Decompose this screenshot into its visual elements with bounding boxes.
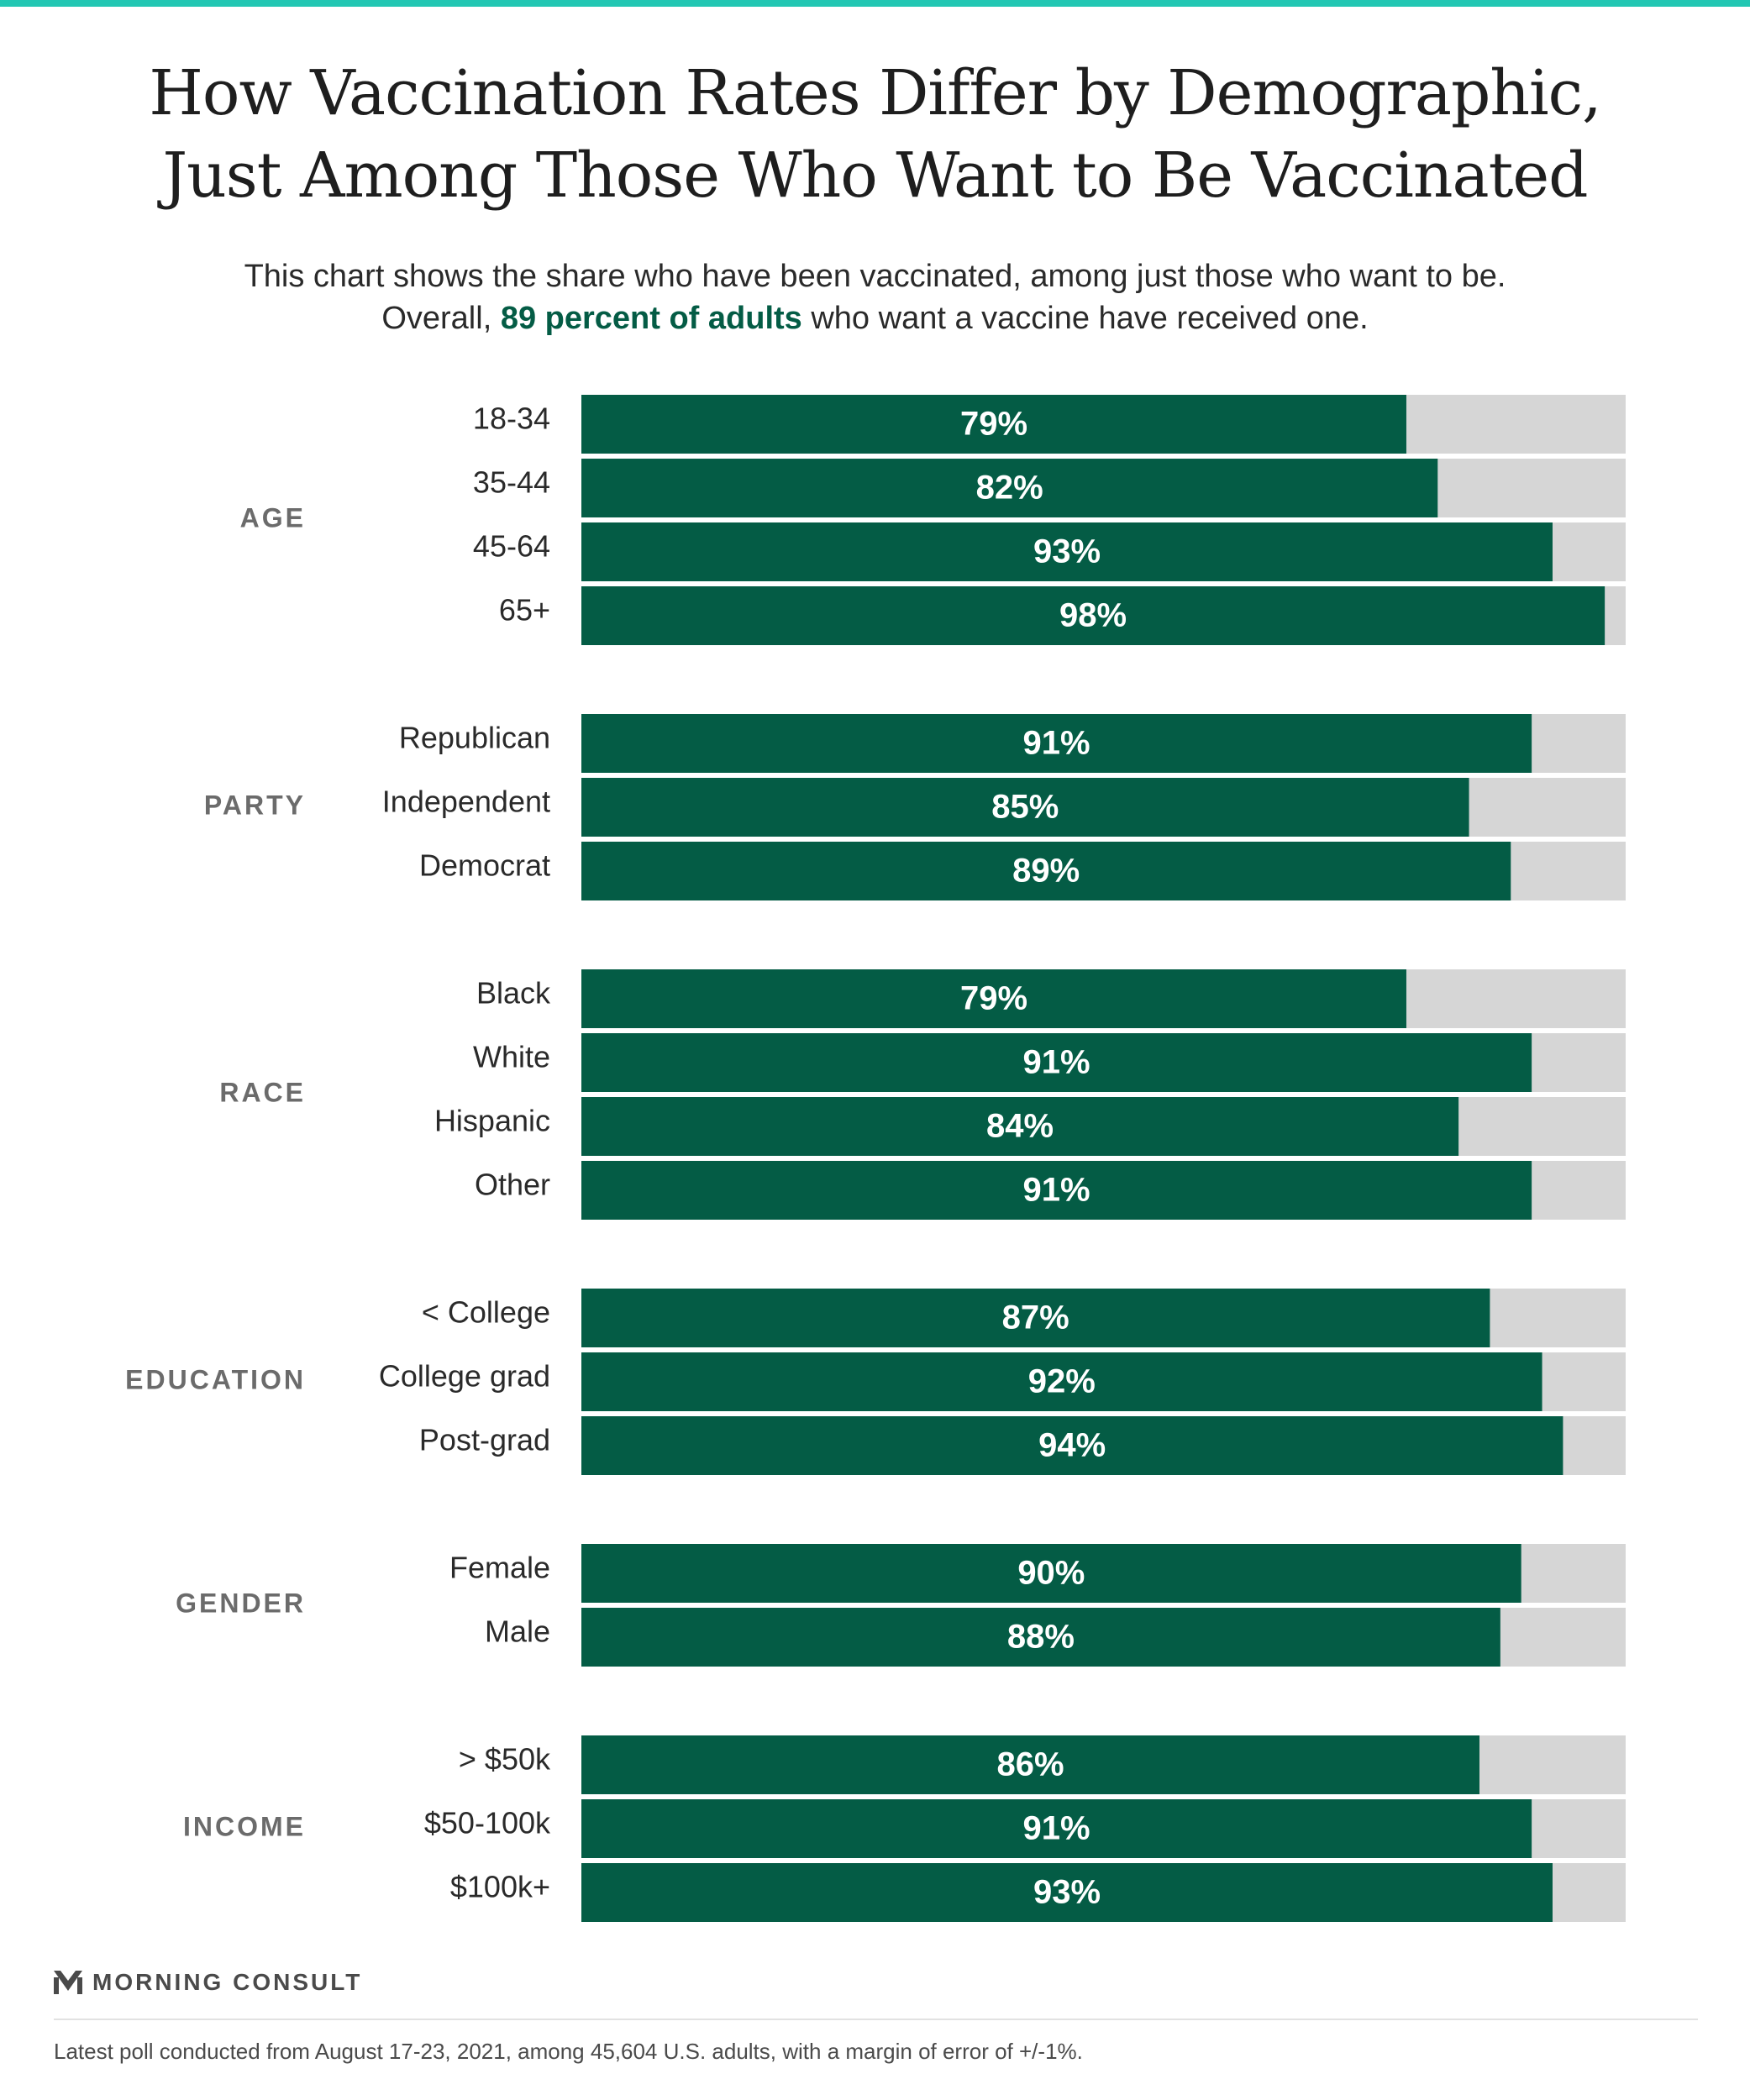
data-label: 79%	[960, 406, 1027, 443]
bar-value	[581, 586, 1605, 645]
category-label: > $50k	[459, 1742, 551, 1777]
data-label: 98%	[1059, 597, 1127, 634]
data-label: 84%	[986, 1108, 1054, 1145]
group-label: INCOME	[183, 1811, 306, 1841]
chart-title-line-2: Just Among Those Who Want to Be Vaccinat…	[162, 139, 1588, 212]
bar-value	[581, 1544, 1521, 1603]
bar-value	[581, 1289, 1490, 1347]
subtitle-line-2: Overall, 89 percent of adults who want a…	[0, 297, 1750, 339]
category-label: $100k+	[450, 1870, 550, 1904]
data-label: 85%	[991, 789, 1059, 826]
bar-value	[581, 1799, 1532, 1858]
data-label: 93%	[1033, 1874, 1101, 1911]
group-label: AGE	[240, 502, 306, 533]
bar-value	[581, 1097, 1459, 1156]
bar-chart: 18-34 79% 35-44 82% 45-64 93% 65+ 98% AGE Republi…	[125, 395, 1626, 1922]
bar-value	[581, 1161, 1532, 1220]
bar-value	[581, 395, 1406, 454]
bar-value	[581, 1416, 1563, 1475]
category-label: Post-grad	[419, 1423, 550, 1457]
data-label: 86%	[996, 1746, 1064, 1783]
subtitle-pre: Overall,	[381, 301, 501, 336]
bar-value	[581, 522, 1553, 581]
category-label: Female	[449, 1551, 550, 1585]
data-label: 82%	[976, 470, 1043, 507]
bar-value	[581, 969, 1406, 1028]
group-label: RACE	[219, 1077, 306, 1107]
category-label: Democrat	[419, 848, 550, 883]
morning-consult-icon	[54, 1971, 82, 1994]
brand-logo: MORNING CONSULT	[54, 1966, 362, 1999]
data-label: 89%	[1012, 853, 1080, 890]
category-label: 65+	[499, 593, 550, 627]
bar-value	[581, 1735, 1479, 1794]
category-label: Male	[485, 1614, 550, 1649]
data-label: 92%	[1028, 1363, 1096, 1400]
chart-title: How Vaccination Rates Differ by Demograp…	[0, 52, 1750, 217]
data-label: 91%	[1023, 1172, 1090, 1209]
category-label: $50-100k	[424, 1806, 551, 1840]
category-label: College grad	[379, 1359, 550, 1394]
subtitle-post: who want a vaccine have received one.	[801, 301, 1369, 336]
data-label: 91%	[1023, 1810, 1090, 1847]
category-label: Independent	[382, 785, 550, 819]
chart-title-line-1: How Vaccination Rates Differ by Demograp…	[149, 57, 1601, 129]
data-label: 87%	[1002, 1299, 1069, 1336]
subtitle-line-1: This chart shows the share who have been…	[244, 259, 1506, 294]
data-label: 91%	[1023, 725, 1090, 762]
category-label: Black	[476, 976, 551, 1011]
category-label: 35-44	[473, 465, 550, 500]
bar-value	[581, 1033, 1532, 1092]
bar-value	[581, 842, 1511, 900]
data-label: 90%	[1017, 1555, 1085, 1592]
data-label: 91%	[1023, 1044, 1090, 1081]
bar-value	[581, 1863, 1553, 1922]
subtitle-highlight: 89 percent of adults	[500, 301, 802, 336]
category-label: White	[473, 1040, 550, 1074]
footer-divider	[54, 2019, 1698, 2020]
footnote: Latest poll conducted from August 17-23,…	[54, 2039, 1083, 2064]
category-label: 18-34	[473, 402, 550, 436]
category-label: Hispanic	[434, 1104, 550, 1138]
category-label: < College	[422, 1295, 550, 1330]
bar-value	[581, 459, 1438, 517]
category-label: 45-64	[473, 529, 550, 564]
top-accent-rule	[0, 0, 1750, 7]
group-label: EDUCATION	[125, 1364, 306, 1394]
data-label: 88%	[1007, 1619, 1075, 1656]
category-label: Other	[475, 1168, 550, 1202]
data-label: 94%	[1038, 1427, 1106, 1464]
group-label: PARTY	[204, 790, 306, 820]
group-label: GENDER	[176, 1588, 306, 1618]
bar-value	[581, 714, 1532, 773]
data-label: 79%	[960, 980, 1027, 1017]
bar-value	[581, 1352, 1542, 1411]
bar-value	[581, 778, 1469, 837]
bar-value	[581, 1608, 1500, 1667]
brand-name: MORNING CONSULT	[92, 1969, 363, 1995]
data-label: 93%	[1033, 533, 1101, 570]
category-label: Republican	[399, 721, 550, 755]
chart-subtitle: This chart shows the share who have been…	[0, 255, 1750, 339]
